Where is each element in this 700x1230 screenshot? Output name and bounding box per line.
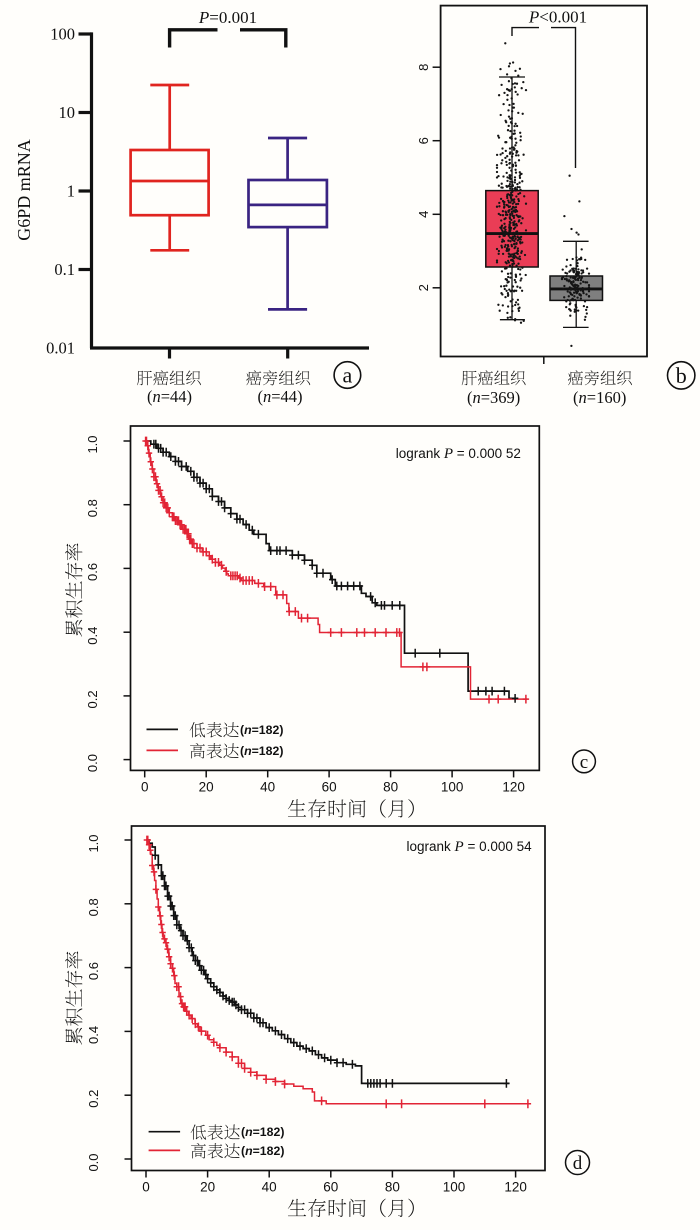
- svg-text:0.01: 0.01: [46, 339, 75, 358]
- svg-text:a: a: [343, 363, 353, 388]
- svg-text:80: 80: [385, 1180, 400, 1195]
- svg-text:0.2: 0.2: [86, 1090, 101, 1108]
- svg-text:120: 120: [502, 779, 525, 794]
- svg-text:0.0: 0.0: [85, 754, 100, 772]
- svg-text:0.8: 0.8: [86, 898, 101, 916]
- svg-text:0.6: 0.6: [86, 962, 101, 980]
- svg-text:60: 60: [322, 779, 337, 794]
- svg-text:P=0.001: P=0.001: [198, 8, 257, 27]
- svg-text:100: 100: [50, 25, 75, 44]
- svg-text:(n=182): (n=182): [241, 1144, 284, 1158]
- svg-text:(n=44): (n=44): [257, 387, 302, 406]
- svg-text:80: 80: [383, 779, 398, 794]
- svg-text:0: 0: [141, 779, 149, 794]
- svg-text:20: 20: [199, 779, 214, 794]
- svg-text:0.0: 0.0: [86, 1153, 101, 1171]
- svg-text:40: 40: [262, 1180, 277, 1195]
- svg-text:c: c: [580, 752, 588, 773]
- svg-text:4: 4: [416, 211, 431, 218]
- svg-text:b: b: [676, 363, 687, 388]
- svg-text:logrank P = 0.000 52: logrank P = 0.000 52: [396, 446, 521, 462]
- svg-text:G6PD mRNA: G6PD mRNA: [14, 139, 34, 241]
- svg-text:40: 40: [260, 779, 275, 794]
- svg-text:0.1: 0.1: [54, 260, 75, 279]
- svg-text:(n=160): (n=160): [573, 388, 626, 407]
- svg-text:120: 120: [504, 1180, 527, 1195]
- svg-text:8: 8: [416, 64, 431, 71]
- svg-text:1: 1: [67, 182, 75, 201]
- svg-text:0.8: 0.8: [85, 499, 100, 517]
- svg-text:0.2: 0.2: [85, 690, 100, 708]
- svg-text:100: 100: [441, 779, 464, 794]
- svg-text:0.6: 0.6: [85, 563, 100, 581]
- svg-text:1.0: 1.0: [86, 834, 101, 852]
- svg-text:10: 10: [59, 103, 76, 122]
- svg-text:60: 60: [323, 1180, 338, 1195]
- svg-text:2: 2: [416, 284, 431, 291]
- svg-text:(n=369): (n=369): [467, 388, 520, 407]
- svg-text:100: 100: [443, 1180, 466, 1195]
- svg-text:6: 6: [416, 137, 431, 144]
- svg-text:(n=182): (n=182): [240, 723, 283, 737]
- svg-text:(n=182): (n=182): [240, 744, 283, 758]
- svg-text:1.0: 1.0: [85, 435, 100, 453]
- svg-text:(n=44): (n=44): [147, 387, 192, 406]
- svg-text:(n=182): (n=182): [241, 1125, 284, 1139]
- svg-text:0.4: 0.4: [85, 627, 100, 645]
- svg-text:d: d: [573, 1153, 583, 1174]
- svg-text:20: 20: [200, 1180, 215, 1195]
- svg-text:logrank P = 0.000 54: logrank P = 0.000 54: [407, 839, 533, 855]
- svg-text:0: 0: [142, 1180, 150, 1195]
- svg-text:P<0.001: P<0.001: [528, 8, 587, 27]
- svg-text:0.4: 0.4: [86, 1026, 101, 1044]
